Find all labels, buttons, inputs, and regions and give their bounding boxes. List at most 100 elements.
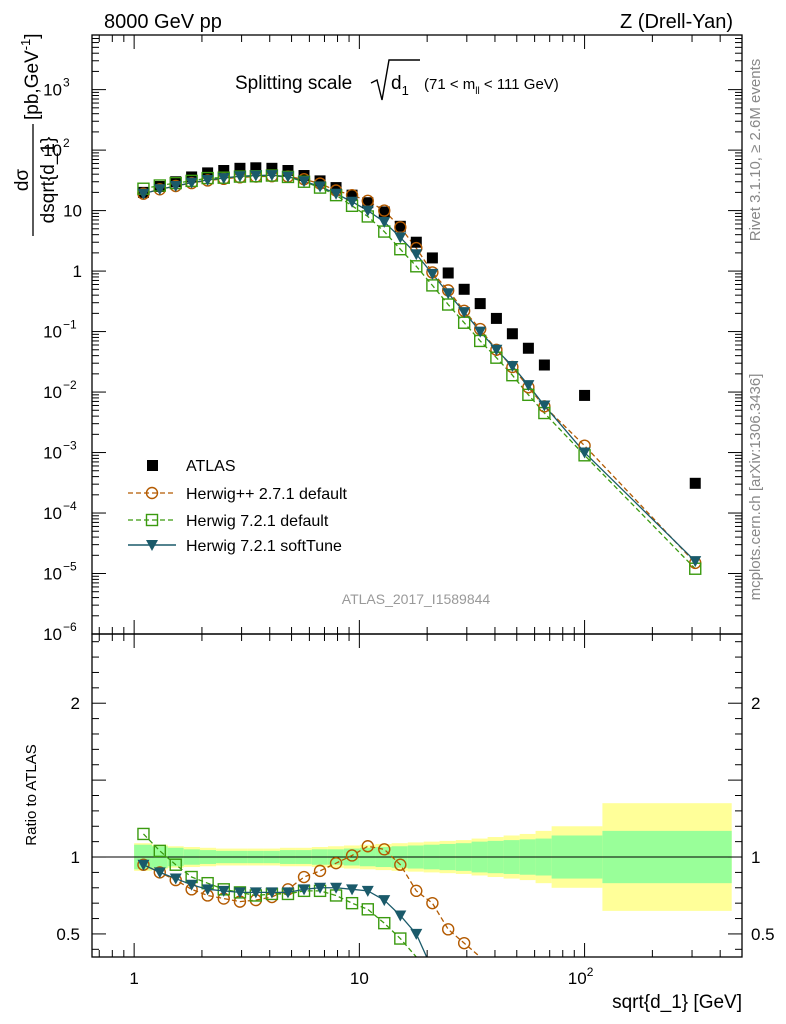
data-point-s3-21 bbox=[474, 326, 487, 338]
plot-title: Splitting scale d1 (71 < mll < 111 GeV) bbox=[235, 59, 559, 101]
series-line-2 bbox=[143, 174, 696, 570]
ratio-y-tick-label: 1 bbox=[71, 848, 80, 867]
rivet-label: Rivet 3.1.10, ≥ 2.6M events bbox=[747, 59, 764, 242]
ratio-point-s2-3 bbox=[185, 879, 198, 891]
data-point-s3-13 bbox=[346, 196, 359, 208]
ratio-point-s0-14 bbox=[361, 840, 374, 853]
data-point-s3-6 bbox=[233, 171, 246, 183]
data-point-s0-12 bbox=[330, 182, 342, 194]
ratio-point-s1-1 bbox=[153, 844, 166, 858]
data-point-s0-18 bbox=[426, 252, 438, 264]
plot-title-range: (71 < m bbox=[424, 76, 475, 93]
header-left: 8000 GeV pp bbox=[104, 11, 222, 33]
ratio-point-s2-5 bbox=[217, 885, 230, 897]
data-point-s2-17 bbox=[410, 260, 423, 273]
y-tick-label: 1 bbox=[73, 262, 82, 281]
ratio-y-tick-label-right: 0.5 bbox=[751, 925, 775, 944]
ratio-point-s0-13 bbox=[345, 849, 359, 862]
data-point-s0-26 bbox=[579, 389, 591, 401]
ratio-point-s2-8 bbox=[265, 887, 278, 899]
ratio-point-s1-13 bbox=[345, 896, 359, 910]
ratio-point-s2-9 bbox=[281, 887, 294, 899]
ratio-point-s0-15 bbox=[378, 843, 391, 856]
ratio-panel: 1 10 102 0.5 0.5 1 1 2 2 bbox=[56, 633, 775, 988]
data-point-s3-2 bbox=[169, 181, 182, 193]
ratio-axis-title: Ratio to ATLAS bbox=[23, 744, 40, 845]
data-point-s3-10 bbox=[298, 176, 311, 188]
data-point-s3-12 bbox=[330, 188, 343, 200]
data-point-s0-16 bbox=[394, 220, 406, 232]
ratio-y-tick-label-right: 1 bbox=[751, 848, 760, 867]
data-point-s0-25 bbox=[538, 359, 550, 371]
ratio-point-s2-12 bbox=[330, 882, 343, 894]
legend-label-herwigpp: Herwig++ 2.7.1 default bbox=[186, 486, 348, 503]
plot-title-range-sub: ll bbox=[475, 86, 479, 97]
ratio-point-s2-1 bbox=[153, 867, 166, 879]
ratio-y-tick-label: 0.5 bbox=[56, 925, 80, 944]
plot-title-var-sub: 1 bbox=[402, 83, 409, 98]
ratio-point-s0-19 bbox=[441, 923, 455, 936]
ratio-point-s2-4 bbox=[201, 884, 214, 896]
ratio-point-s2-6 bbox=[233, 887, 246, 899]
y-tick-label: 10 bbox=[43, 504, 62, 523]
ratio-point-s1-15 bbox=[378, 916, 391, 930]
ratio-series-group bbox=[137, 827, 481, 957]
y-tick-label-sup: −1 bbox=[63, 318, 77, 332]
data-point-s3-17 bbox=[410, 249, 423, 261]
data-point-s0-8 bbox=[266, 162, 278, 174]
y-tick-label: 10 bbox=[43, 81, 62, 100]
data-point-s0-20 bbox=[458, 283, 470, 295]
data-point-s3-8 bbox=[265, 170, 278, 182]
data-point-s3-22 bbox=[490, 344, 503, 356]
data-point-s3-15 bbox=[378, 216, 391, 228]
y-tick-label-sup: −3 bbox=[63, 439, 77, 453]
y-tick-label-sup: −5 bbox=[63, 560, 77, 574]
plot-title-main: Splitting scale bbox=[235, 73, 352, 94]
legend-marker-herwig72 bbox=[145, 513, 159, 527]
ratio-point-s2-0 bbox=[137, 859, 150, 871]
y-tick-label: 10 bbox=[43, 444, 62, 463]
series-line-3 bbox=[143, 174, 696, 562]
header-right: Z (Drell-Yan) bbox=[620, 11, 733, 33]
data-point-s0-15 bbox=[378, 206, 390, 218]
data-point-s0-24 bbox=[522, 342, 534, 354]
svg-text:(71 < mll < 111 GeV): (71 < mll < 111 GeV) bbox=[424, 76, 559, 97]
legend-marker-softtune bbox=[146, 540, 158, 551]
data-point-s3-23 bbox=[506, 360, 519, 372]
data-point-s3-1 bbox=[153, 184, 166, 196]
data-point-s0-13 bbox=[346, 189, 358, 201]
ratio-point-s0-16 bbox=[394, 858, 407, 871]
ratio-point-s2-11 bbox=[314, 882, 327, 894]
y-tick-label: 10 bbox=[43, 565, 62, 584]
y-tick-label-sup: 3 bbox=[63, 76, 70, 90]
ratio-point-s2-7 bbox=[249, 887, 262, 899]
ratio-point-s1-14 bbox=[361, 903, 374, 916]
ratio-point-s0-18 bbox=[426, 896, 439, 910]
data-point-s0-14 bbox=[362, 197, 374, 209]
y-tick-label: 10 bbox=[63, 202, 82, 221]
legend-marker-atlas bbox=[147, 460, 158, 471]
data-point-s3-18 bbox=[426, 268, 439, 280]
data-point-s0-22 bbox=[490, 312, 502, 324]
x-tick-label: 10 bbox=[350, 969, 369, 988]
ratio-point-s1-16 bbox=[394, 932, 407, 945]
x-tick-label-sup: 2 bbox=[587, 965, 594, 979]
data-point-s3-3 bbox=[185, 177, 198, 189]
data-point-s0-23 bbox=[506, 328, 518, 340]
y-tick-label: 10 bbox=[43, 323, 62, 342]
data-point-s3-26 bbox=[578, 447, 591, 459]
data-point-s0-6 bbox=[234, 162, 246, 174]
data-point-s3-16 bbox=[394, 232, 407, 244]
ratio-point-s2-15 bbox=[378, 895, 391, 907]
ratio-point-s0-11 bbox=[313, 864, 327, 878]
x-axis-title: sqrt{d_1} [GeV] bbox=[612, 992, 742, 1013]
ratio-point-s2-2 bbox=[169, 873, 182, 885]
ratio-point-s2-16 bbox=[394, 910, 407, 922]
ylabel-frac-bottom: dsqrt{d_1} bbox=[38, 137, 59, 224]
ratio-point-s1-2 bbox=[169, 858, 182, 871]
data-point-s3-4 bbox=[201, 175, 214, 187]
legend-label-herwig72: Herwig 7.2.1 default bbox=[186, 513, 329, 530]
svg-text:d1: d1 bbox=[391, 73, 409, 98]
ratio-point-s1-0 bbox=[137, 827, 150, 841]
